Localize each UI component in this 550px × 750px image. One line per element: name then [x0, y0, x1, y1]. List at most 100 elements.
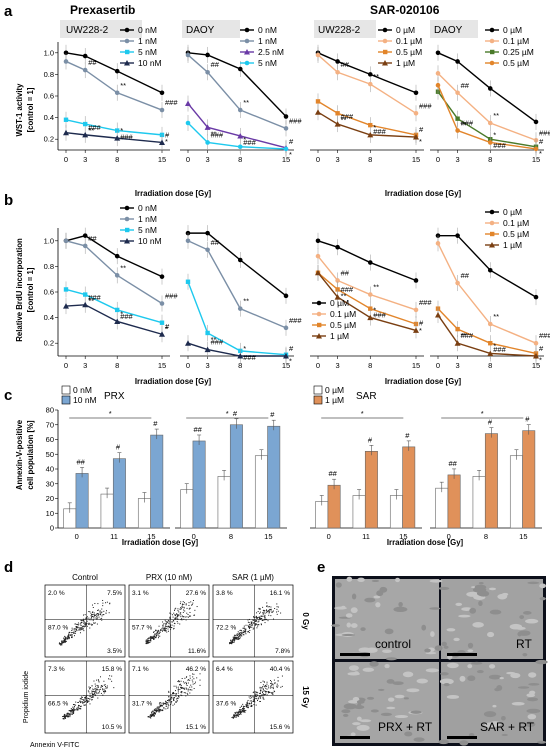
significance-mark: *: [289, 357, 292, 366]
quadrant-ll: 87.0 %: [48, 625, 68, 632]
legend-marker: [124, 205, 130, 211]
event-dot: [187, 679, 189, 681]
data-point: [435, 82, 441, 88]
event-dot: [61, 644, 63, 646]
event-dot: [181, 619, 183, 621]
data-point: [315, 269, 321, 276]
event-dot: [260, 681, 262, 683]
cell-speck: [492, 704, 497, 708]
series-line: [317, 272, 417, 325]
bar: [112, 458, 126, 529]
significance-mark: ###: [461, 119, 474, 128]
event-dot: [243, 707, 245, 709]
event-dot: [90, 623, 92, 625]
cell-speck: [413, 737, 425, 742]
significance-mark: ##: [211, 238, 220, 247]
legend-label: 5 nM: [138, 47, 157, 57]
event-dot: [70, 711, 72, 713]
data-point: [82, 67, 88, 73]
cell-speck: [341, 709, 351, 714]
event-dot: [251, 623, 253, 625]
event-dot: [71, 713, 73, 715]
event-dot: [168, 690, 170, 692]
cell-speck: [469, 607, 477, 614]
x-tick-label: 3: [336, 155, 340, 164]
event-dot: [63, 641, 65, 643]
legend-label: 0.5 µM: [503, 58, 529, 68]
event-dot: [183, 603, 185, 605]
event-dot: [270, 686, 272, 688]
significance-mark: ###: [289, 316, 302, 325]
event-dot: [89, 687, 91, 689]
event-dot: [65, 641, 67, 643]
event-dot: [88, 623, 90, 625]
significance-mark: #: [525, 415, 530, 424]
cell-speck: [346, 622, 351, 628]
event-dot: [74, 635, 76, 637]
event-dot: [83, 622, 85, 624]
x-tick-label: 0: [192, 532, 196, 541]
event-dot: [90, 697, 92, 699]
event-dot: [64, 635, 66, 637]
event-dot: [235, 638, 237, 640]
event-dot: [159, 705, 161, 707]
significance-mark: ###: [539, 128, 550, 137]
significance-mark: **: [120, 81, 126, 90]
data-point: [237, 66, 243, 72]
event-dot: [173, 697, 175, 699]
event-dot: [265, 684, 267, 686]
event-dot: [166, 623, 168, 625]
y-tick-label: 0.2: [44, 135, 54, 144]
significance-mark: ###: [165, 292, 178, 301]
event-dot: [258, 618, 260, 620]
event-dot: [68, 638, 70, 640]
series-line: [65, 60, 163, 111]
cell-speck: [467, 675, 476, 682]
event-dot: [153, 715, 155, 717]
flow-row-label: 0 Gy: [301, 612, 310, 630]
scale-bar: [447, 736, 477, 739]
event-dot: [238, 638, 240, 640]
event-dot: [99, 688, 101, 690]
event-dot: [180, 686, 182, 688]
event-dot: [164, 619, 166, 621]
micro-label-control: control: [375, 637, 411, 651]
event-dot: [239, 629, 241, 631]
event-dot: [263, 609, 265, 611]
event-dot: [248, 696, 250, 698]
event-dot: [77, 701, 79, 703]
micro-tile-rt: [441, 579, 543, 659]
event-dot: [254, 625, 256, 627]
event-dot: [86, 623, 88, 625]
event-dot: [182, 687, 184, 689]
event-dot: [109, 603, 111, 605]
event-dot: [163, 629, 165, 631]
event-dot: [181, 615, 183, 617]
event-dot: [250, 626, 252, 628]
event-dot: [173, 697, 175, 699]
event-dot: [148, 640, 150, 642]
event-dot: [189, 675, 191, 677]
data-point: [455, 116, 460, 121]
event-dot: [251, 621, 253, 623]
event-dot: [254, 697, 256, 699]
event-dot: [263, 690, 265, 692]
event-dot: [170, 702, 172, 704]
event-dot: [264, 693, 266, 695]
event-dot: [178, 611, 180, 613]
significance-mark: **: [373, 72, 379, 81]
data-point: [205, 69, 210, 75]
event-dot: [69, 716, 71, 718]
cell-speck: [476, 669, 484, 674]
x-tick-label: 11: [110, 532, 118, 541]
event-dot: [86, 697, 88, 699]
event-dot: [252, 619, 254, 621]
cell-speck: [350, 623, 358, 628]
x-tick-label: 8: [238, 155, 242, 164]
event-dot: [246, 705, 248, 707]
event-dot: [159, 702, 161, 704]
cell-speck: [439, 678, 454, 685]
legend-label: 0 µM: [503, 207, 522, 217]
event-dot: [267, 685, 269, 687]
event-dot: [174, 703, 176, 705]
